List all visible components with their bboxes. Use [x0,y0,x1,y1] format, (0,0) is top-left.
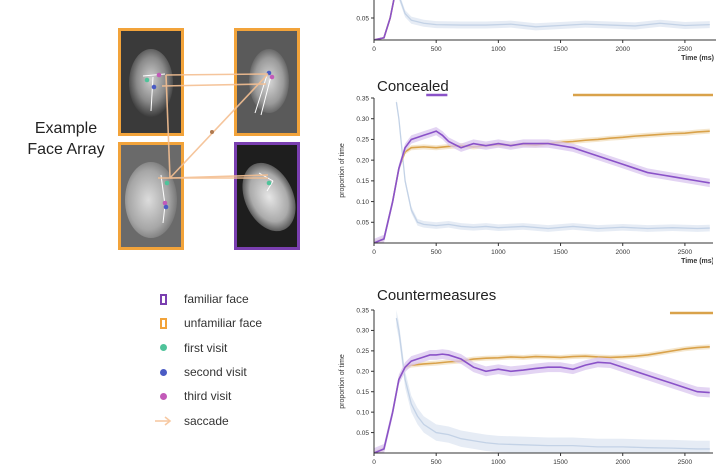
series-band-saccade [399,0,710,31]
first-visit-dot-icon [159,344,167,352]
y-tick-label: 0.30 [356,328,369,335]
chart-panel-countermeasures: 0 500 1000 1500 2000 2500 0.05 0.10 0.15 0.20 0.25… [339,307,713,466]
unfamiliar-face-top-left [118,28,184,136]
x-tick-label: 500 [431,46,442,53]
saccade-arrow-icon [155,416,172,426]
y-tick-label: 0.20 [356,369,369,376]
unfamiliar-face-icon [159,317,167,329]
y-tick-label: 0.35 [356,307,369,314]
x-tick-label: 2000 [615,46,630,53]
legend: familiar face unfamiliar face first visi… [150,287,330,433]
y-axis-label: proportion of time [339,354,346,409]
series-band-familiar [374,349,710,453]
series-line-saccade [399,0,710,28]
unfamiliar-face-top-right [234,28,300,136]
legend-item-unfamiliar: unfamiliar face [150,311,330,335]
series-line-saccade [395,318,710,450]
x-tick-label: 0 [372,249,376,256]
y-axis-label: proportion of time [339,143,346,198]
legend-item-third-visit: third visit [150,384,330,408]
legend-label: saccade [184,413,229,428]
series-band-saccade [396,98,710,232]
y-tick-label: 0.05 [356,220,369,227]
y-tick-label: 0.25 [356,348,369,355]
face-array [118,28,308,250]
x-tick-label: 2000 [615,249,630,256]
x-tick-label: 2000 [615,459,630,466]
series-line-familiar [374,353,710,453]
legend-label: familiar face [184,292,249,307]
y-tick-label: 0.15 [356,178,369,185]
saccade-paths [158,73,269,179]
series-line-familiar [374,130,710,243]
plot-area [374,0,710,40]
y-tick-label: 0.05 [356,15,369,22]
series-line-saccade [395,102,710,230]
y-tick-label: 0.10 [356,409,369,416]
y-tick-label: 0.10 [356,199,369,206]
x-tick-label: 1000 [491,459,506,466]
second-visit-dot-icon [159,368,167,376]
x-tick-label: 0 [372,46,376,53]
plot-area [374,310,710,453]
y-tick-label: 0.05 [356,430,369,437]
third-visit-dot-icon [159,392,167,400]
x-tick-label: 500 [431,249,442,256]
x-tick-label: 1000 [491,249,506,256]
familiar-face-bottom-right [234,142,300,250]
chart-panel-top: 0 500 1000 1500 2000 2500 Time (ms) 0.05 [356,0,716,62]
unfamiliar-face-bottom-left [118,142,184,250]
legend-label: third visit [184,389,232,404]
face-array-label-line1: Example [34,120,98,137]
x-tick-label: 1500 [553,249,568,256]
familiar-face-icon [159,293,167,305]
panel-title-countermeasures: Countermeasures [377,287,497,304]
legend-item-first-visit: first visit [150,336,330,360]
plot-area [374,98,710,243]
legend-label: second visit [184,365,247,380]
legend-item-familiar: familiar face [150,287,330,311]
y-tick-label: 0.25 [356,137,369,144]
legend-label: unfamiliar face [184,316,263,331]
x-tick-label: 2500 [678,459,693,466]
x-tick-label: 0 [372,459,376,466]
legend-item-saccade: saccade [150,408,330,432]
x-tick-label: 1500 [553,46,568,53]
panel-title-concealed: Concealed [377,78,449,95]
chart-panel-concealed: 0 500 1000 1500 2000 2500 Time (ms) 0.05 0.10 0.1… [339,93,713,265]
y-tick-label: 0.35 [356,95,369,102]
series-line-familiar [374,0,395,40]
legend-item-second-visit: second visit [150,360,330,384]
x-tick-label: 2500 [678,46,693,53]
y-tick-label: 0.20 [356,157,369,164]
legend-label: first visit [184,340,228,355]
x-tick-label: 1000 [491,46,506,53]
face-array-label-line2: Face Array [27,141,105,158]
x-tick-label: 1500 [553,459,568,466]
x-axis-label: Time (ms) [681,55,714,62]
x-tick-label: 2500 [678,249,693,256]
x-tick-label: 500 [431,459,442,466]
x-axis-label: Time (ms) [681,258,713,265]
face-array-label: Example Face Array [14,118,118,160]
y-tick-label: 0.15 [356,389,369,396]
y-tick-label: 0.30 [356,116,369,123]
